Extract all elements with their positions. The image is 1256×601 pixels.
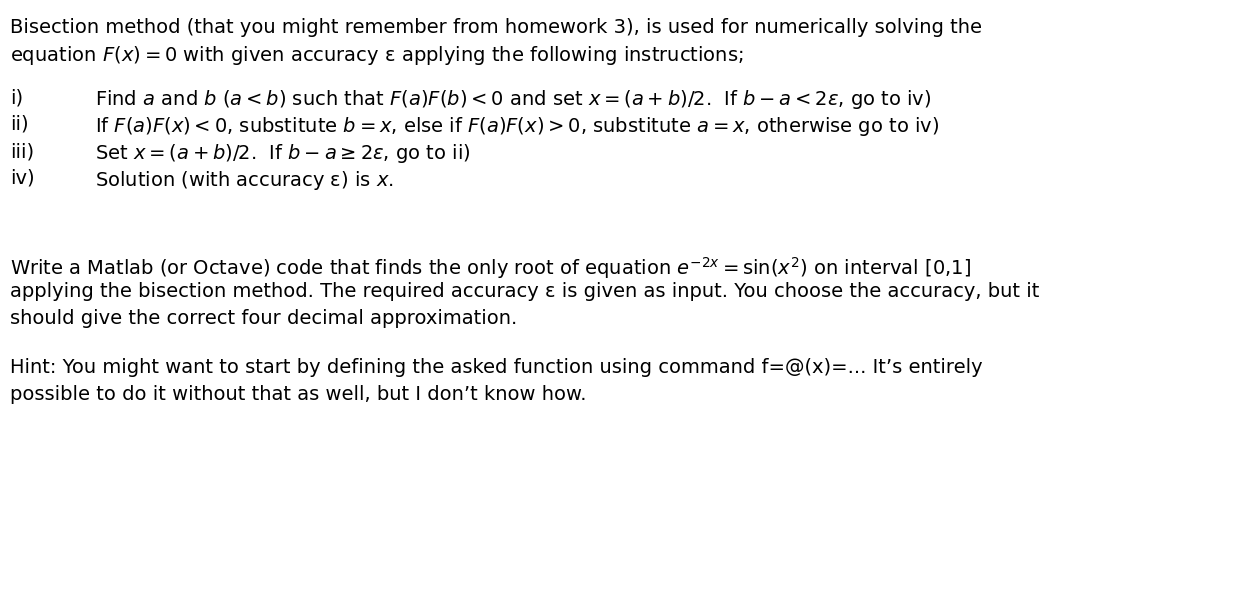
Text: Solution (with accuracy ε) is $x$.: Solution (with accuracy ε) is $x$. xyxy=(95,169,394,192)
Text: Set $x = (a + b)/2$.  If $b - a\geq 2ε$, go to ii): Set $x = (a + b)/2$. If $b - a\geq 2ε$, … xyxy=(95,142,471,165)
Text: applying the bisection method. The required accuracy ε is given as input. You ch: applying the bisection method. The requi… xyxy=(10,282,1040,301)
Text: iv): iv) xyxy=(10,169,35,188)
Text: equation $F(x) = 0$ with given accuracy ε applying the following instructions;: equation $F(x) = 0$ with given accuracy … xyxy=(10,44,744,67)
Text: Hint: You might want to start by defining the asked function using command f=@(x: Hint: You might want to start by definin… xyxy=(10,358,982,377)
Text: Find $a$ and $b$ $(a < b)$ such that $F(a)F(b) < 0$ and set $x = (a + b)/2$.  If: Find $a$ and $b$ $(a < b)$ such that $F(… xyxy=(95,88,932,111)
Text: Bisection method (that you might remember from homework 3), is used for numerica: Bisection method (that you might remembe… xyxy=(10,18,982,37)
Text: i): i) xyxy=(10,88,23,107)
Text: Write a Matlab (or Octave) code that finds the only root of equation $e^{-2x} = : Write a Matlab (or Octave) code that fin… xyxy=(10,255,971,281)
Text: ii): ii) xyxy=(10,115,29,134)
Text: should give the correct four decimal approximation.: should give the correct four decimal app… xyxy=(10,309,517,328)
Text: possible to do it without that as well, but I don’t know how.: possible to do it without that as well, … xyxy=(10,385,587,404)
Text: If $F(a)F(x) < 0$, substitute $b = x$, else if $F(a)F(x) > 0$, substitute $a = x: If $F(a)F(x) < 0$, substitute $b = x$, e… xyxy=(95,115,939,138)
Text: iii): iii) xyxy=(10,142,34,161)
